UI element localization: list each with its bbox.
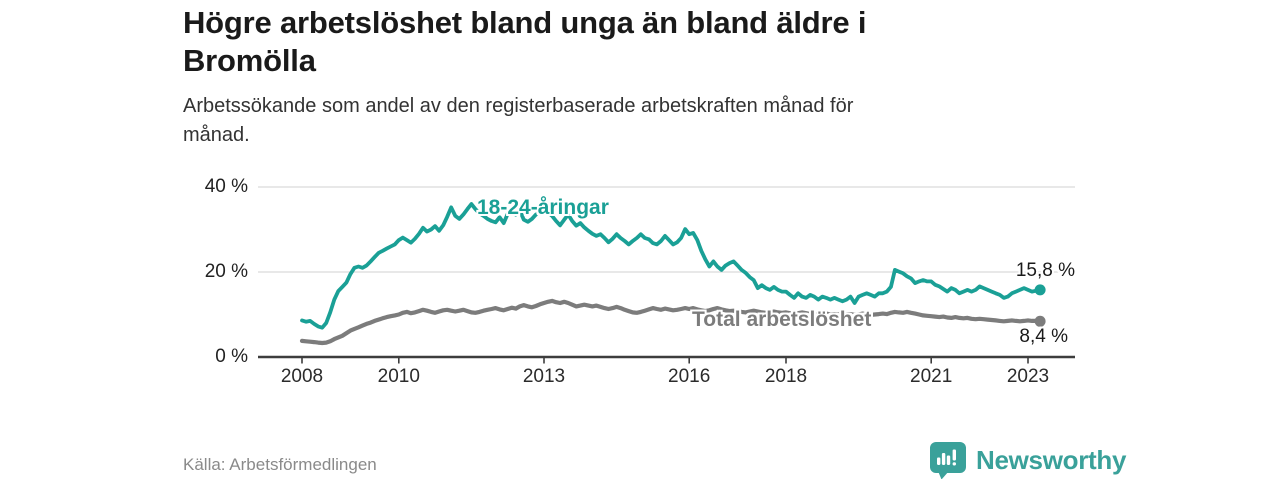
y-tick-label: 20 % [204, 261, 248, 282]
end-dot-total [1034, 315, 1046, 327]
x-tick-label: 2013 [522, 366, 566, 387]
x-tick-label: 2018 [764, 366, 808, 387]
y-tick-label: 0 % [215, 346, 248, 367]
source-note: Källa: Arbetsförmedlingen [183, 455, 377, 474]
bar-chart-speech-bubble-icon [930, 442, 966, 479]
newsworthy-wordmark: Newsworthy [976, 444, 1127, 475]
series-label-total: Total arbetslöshet [692, 308, 872, 331]
line-series-total [299, 298, 1043, 346]
chart-title: Högre arbetslöshet bland unga än bland ä… [183, 5, 867, 78]
x-tick-label: 2010 [377, 366, 420, 387]
end-dot-youth [1034, 284, 1046, 296]
chart-subtitle: Arbetssökande som andel av den registerb… [183, 95, 854, 146]
series-label-youth: 18-24-åringar [477, 196, 609, 219]
end-value-label-youth: 15,8 % [1015, 260, 1075, 281]
x-tick-label: 2008 [280, 366, 324, 387]
x-tick-label: 2021 [910, 366, 953, 387]
y-tick-label: 40 % [204, 176, 248, 197]
x-tick-label: 2016 [668, 366, 711, 387]
line-series-youth [300, 202, 1042, 330]
newsworthy-logo: Newsworthy [929, 441, 1126, 479]
x-tick-label: 2023 [1006, 366, 1050, 387]
end-value-label-total: 8,4 % [1019, 326, 1068, 347]
